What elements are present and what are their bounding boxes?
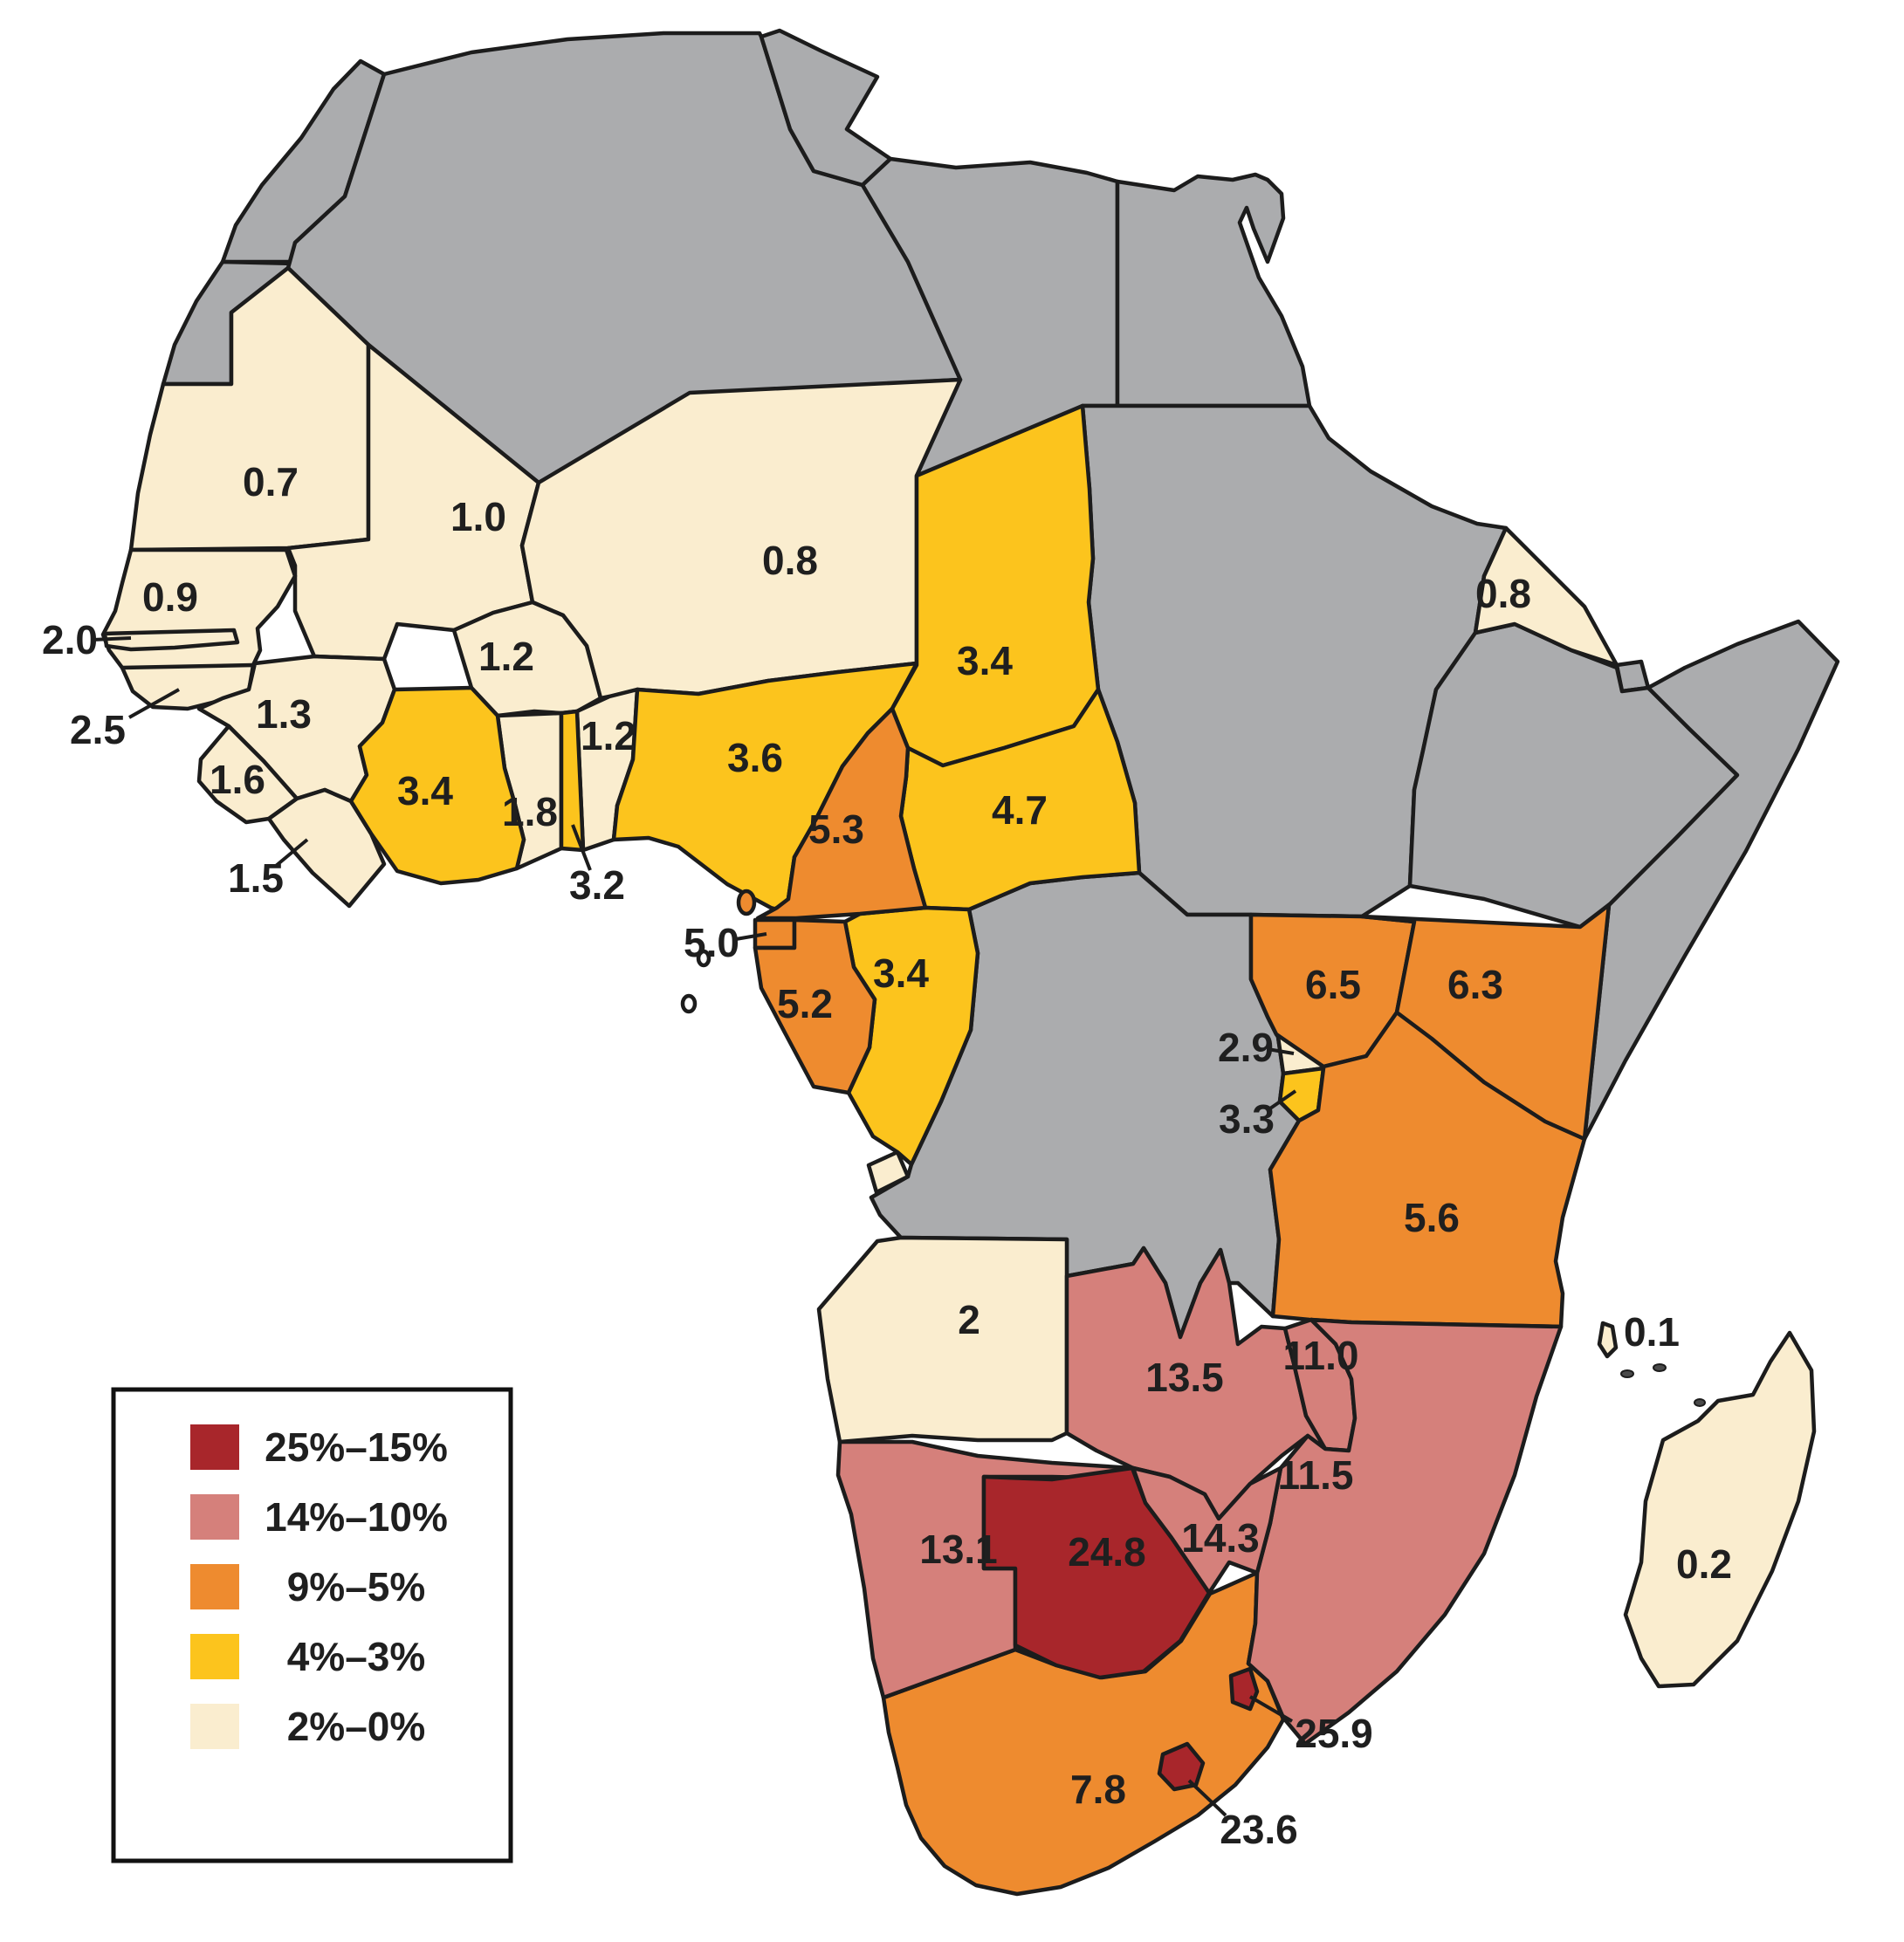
- island-sao-tome: [680, 993, 698, 1014]
- leader-line-liberia: [274, 838, 309, 868]
- legend-swatch-2-0: [190, 1704, 239, 1749]
- label-equatorial-guinea: 5.0: [684, 920, 739, 965]
- label-botswana: 24.8: [1068, 1529, 1146, 1575]
- label-ghana: 1.8: [502, 789, 558, 834]
- label-liberia: 1.5: [228, 855, 284, 901]
- label-eritrea: 0.8: [1475, 571, 1531, 616]
- label-guinea: 1.3: [256, 691, 312, 737]
- island-comoros: [1597, 1321, 1619, 1359]
- label-congo: 3.4: [873, 950, 929, 996]
- label-rwanda: 2.9: [1218, 1025, 1274, 1070]
- leader-line-equatorial-guinea: [735, 932, 767, 941]
- label-gambia: 2.0: [42, 617, 98, 662]
- label-burundi: 3.3: [1219, 1096, 1275, 1142]
- label-lesotho: 23.6: [1220, 1807, 1298, 1852]
- label-madagascar: 0.2: [1676, 1541, 1732, 1587]
- legend-swatch-25-15: [190, 1424, 239, 1470]
- label-central-african-republic: 4.7: [992, 787, 1048, 833]
- legend-swatch-14-10: [190, 1494, 239, 1540]
- label-namibia: 13.1: [919, 1527, 998, 1572]
- country-eritrea: [1473, 525, 1619, 668]
- island-principe: [696, 949, 711, 968]
- country-angola: [816, 1235, 1069, 1444]
- label-mozambique: 11.5: [1278, 1452, 1354, 1498]
- label-niger: 0.8: [762, 538, 818, 583]
- island-bioko: [736, 889, 757, 916]
- country-egypt: [1115, 172, 1312, 408]
- leader-line-swaziland: [1248, 1695, 1294, 1723]
- country-swaziland: [1228, 1666, 1260, 1712]
- country-mozambique: [1246, 1317, 1564, 1746]
- label-tanzania: 5.6: [1404, 1195, 1460, 1240]
- label-zambia: 13.5: [1145, 1355, 1224, 1400]
- label-gabon: 5.2: [777, 981, 833, 1026]
- legend-swatch-4-3: [190, 1634, 239, 1679]
- leader-line-gambia: [92, 636, 132, 642]
- label-angola: 2: [958, 1297, 980, 1342]
- country-madagascar: [1623, 1330, 1817, 1689]
- legend-label-14-10: 14%–10%: [265, 1494, 448, 1540]
- leader-line-rwanda: [1267, 1047, 1295, 1055]
- country-cabinda: [866, 1149, 911, 1195]
- country-liberia: [266, 787, 387, 909]
- label-nigeria: 3.6: [727, 735, 783, 780]
- legend-swatch-9-5: [190, 1564, 239, 1609]
- label-cote-divoire: 3.4: [397, 768, 453, 813]
- label-guinea-bissau: 2.5: [70, 707, 126, 752]
- label-mali: 1.0: [450, 494, 506, 539]
- label-sierra-leone: 1.6: [210, 757, 265, 802]
- country-cote-divoire: [348, 685, 526, 886]
- leader-line-lesotho: [1187, 1779, 1227, 1817]
- country-tanzania: [1268, 1010, 1587, 1329]
- legend-label-4-3: 4%–3%: [287, 1634, 426, 1679]
- label-chad: 3.4: [957, 638, 1013, 683]
- label-senegal: 0.9: [142, 574, 198, 620]
- label-mauritania: 0.7: [243, 459, 299, 504]
- country-botswana: [981, 1465, 1212, 1680]
- label-south-africa: 7.8: [1070, 1767, 1126, 1812]
- label-cameroon: 5.3: [808, 806, 864, 852]
- label-comoros: 0.1: [1624, 1309, 1680, 1355]
- label-swaziland: 25.9: [1295, 1711, 1373, 1756]
- leader-line-togo: [571, 824, 592, 871]
- islet-comoros-4: [1694, 1398, 1706, 1407]
- label-malawi: 11.0: [1283, 1333, 1359, 1378]
- islet-comoros-2: [1620, 1369, 1634, 1378]
- label-uganda: 6.5: [1305, 962, 1361, 1007]
- legend-label-9-5: 9%–5%: [287, 1564, 426, 1609]
- leader-line-guinea-bissau: [128, 688, 180, 719]
- label-zimbabwe: 14.3: [1181, 1515, 1260, 1561]
- legend-label-25-15: 25%–15%: [265, 1424, 448, 1470]
- legend-box: [111, 1387, 513, 1863]
- legend-label-2-0: 2%–0%: [287, 1704, 426, 1749]
- legend: 25%–15% 14%–10% 9%–5% 4%–3% 2%–0%: [111, 1387, 513, 1863]
- leader-line-burundi: [1266, 1089, 1297, 1112]
- country-gabon: [753, 917, 877, 1095]
- islet-comoros-3: [1653, 1363, 1667, 1372]
- country-somalia: [1582, 619, 1840, 1142]
- label-togo: 3.2: [569, 862, 625, 908]
- country-gambia: [102, 628, 240, 652]
- label-burkina-faso: 1.2: [478, 634, 534, 679]
- label-kenya: 6.3: [1447, 962, 1503, 1007]
- label-benin: 1.2: [581, 713, 636, 758]
